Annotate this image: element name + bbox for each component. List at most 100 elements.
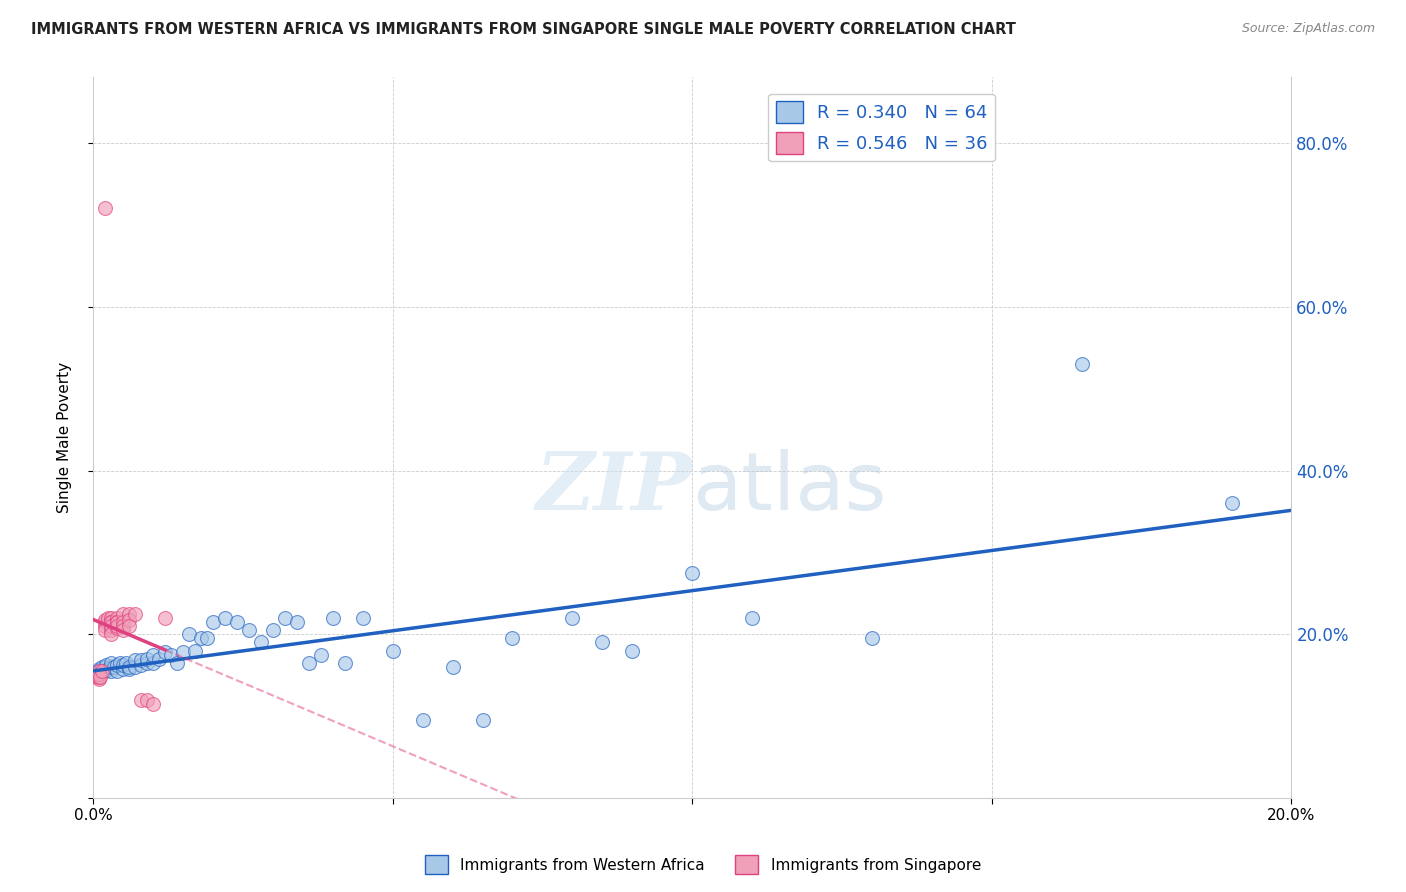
Point <box>129 653 152 667</box>
Point <box>87 662 110 676</box>
Text: ZIP: ZIP <box>536 450 692 527</box>
Point <box>681 566 703 580</box>
Point <box>108 656 131 670</box>
Point <box>100 660 122 674</box>
Point <box>274 611 297 625</box>
Point <box>100 664 122 678</box>
Point <box>298 656 321 670</box>
Point <box>591 635 613 649</box>
Point <box>115 656 138 670</box>
Point <box>100 656 122 670</box>
Point <box>118 662 141 676</box>
Point <box>441 660 464 674</box>
Point <box>412 713 434 727</box>
Point <box>136 656 159 670</box>
Point <box>201 615 224 629</box>
Point <box>501 632 523 646</box>
Point <box>148 652 170 666</box>
Point <box>105 619 128 633</box>
Point <box>89 666 111 681</box>
Text: atlas: atlas <box>692 450 887 527</box>
Point <box>249 635 271 649</box>
Point <box>166 656 188 670</box>
Point <box>105 611 128 625</box>
Point <box>89 670 111 684</box>
Point <box>100 615 122 629</box>
Point <box>111 607 134 621</box>
Point <box>100 627 122 641</box>
Point <box>111 623 134 637</box>
Point <box>87 666 110 681</box>
Point <box>105 621 128 635</box>
Point <box>118 660 141 674</box>
Point <box>86 670 108 684</box>
Point <box>97 611 120 625</box>
Point <box>118 613 141 627</box>
Point <box>621 643 644 657</box>
Point <box>111 658 134 673</box>
Point <box>142 648 165 662</box>
Point <box>91 664 114 678</box>
Point <box>94 619 117 633</box>
Point <box>129 693 152 707</box>
Point <box>103 660 125 674</box>
Point <box>1220 496 1243 510</box>
Point <box>177 627 200 641</box>
Point <box>1070 357 1092 371</box>
Point <box>153 645 176 659</box>
Point <box>285 615 308 629</box>
Point <box>153 611 176 625</box>
Point <box>94 613 117 627</box>
Point <box>87 670 110 684</box>
Point <box>105 664 128 678</box>
Point <box>93 664 115 678</box>
Text: IMMIGRANTS FROM WESTERN AFRICA VS IMMIGRANTS FROM SINGAPORE SINGLE MALE POVERTY : IMMIGRANTS FROM WESTERN AFRICA VS IMMIGR… <box>31 22 1015 37</box>
Point <box>214 611 236 625</box>
Point <box>860 632 883 646</box>
Point <box>96 658 118 673</box>
Point <box>124 607 146 621</box>
Point <box>262 623 284 637</box>
Point <box>333 656 356 670</box>
Point <box>111 619 134 633</box>
Point <box>129 658 152 673</box>
Point <box>84 668 107 682</box>
Point <box>136 693 159 707</box>
Point <box>160 648 183 662</box>
Point <box>100 615 122 629</box>
Point <box>118 619 141 633</box>
Point <box>136 652 159 666</box>
Point <box>124 653 146 667</box>
Point <box>172 645 194 659</box>
Point <box>352 611 374 625</box>
Point <box>238 623 260 637</box>
Point <box>94 664 117 678</box>
Point <box>94 615 117 629</box>
Legend: R = 0.340   N = 64, R = 0.546   N = 36: R = 0.340 N = 64, R = 0.546 N = 36 <box>768 94 995 161</box>
Point <box>225 615 247 629</box>
Point <box>381 643 404 657</box>
Point <box>309 648 332 662</box>
Point <box>322 611 344 625</box>
Point <box>142 656 165 670</box>
Point <box>94 660 117 674</box>
Point <box>94 202 117 216</box>
Point <box>105 615 128 629</box>
Point <box>100 619 122 633</box>
Point <box>105 615 128 629</box>
Point <box>184 643 207 657</box>
Point <box>105 658 128 673</box>
Point <box>111 662 134 676</box>
Point <box>118 607 141 621</box>
Y-axis label: Single Male Poverty: Single Male Poverty <box>58 362 72 513</box>
Text: Source: ZipAtlas.com: Source: ZipAtlas.com <box>1241 22 1375 36</box>
Point <box>100 611 122 625</box>
Point <box>111 615 134 629</box>
Point <box>87 664 110 678</box>
Point <box>87 673 110 687</box>
Point <box>142 697 165 711</box>
Legend: Immigrants from Western Africa, Immigrants from Singapore: Immigrants from Western Africa, Immigran… <box>419 849 987 880</box>
Point <box>471 713 494 727</box>
Point <box>91 660 114 674</box>
Point <box>190 632 212 646</box>
